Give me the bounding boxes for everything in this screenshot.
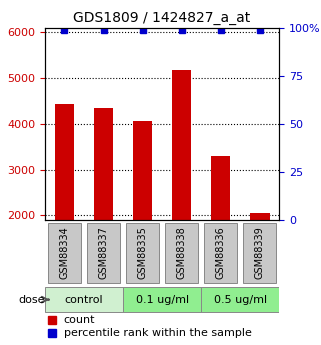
Text: GSM88336: GSM88336: [216, 227, 226, 279]
FancyBboxPatch shape: [204, 223, 237, 283]
FancyBboxPatch shape: [87, 223, 120, 283]
Text: control: control: [65, 295, 103, 305]
FancyBboxPatch shape: [165, 223, 198, 283]
Text: GSM88339: GSM88339: [255, 227, 265, 279]
Text: percentile rank within the sample: percentile rank within the sample: [64, 328, 252, 338]
Text: GSM88338: GSM88338: [177, 227, 187, 279]
Bar: [94, 108, 113, 220]
Text: 0.1 ug/ml: 0.1 ug/ml: [135, 295, 189, 305]
Bar: [211, 156, 230, 220]
Bar: [250, 213, 270, 220]
FancyBboxPatch shape: [123, 287, 201, 312]
Text: GSM88337: GSM88337: [99, 226, 108, 279]
FancyBboxPatch shape: [126, 223, 159, 283]
Bar: [172, 70, 191, 220]
FancyBboxPatch shape: [243, 223, 276, 283]
Bar: [55, 104, 74, 220]
FancyBboxPatch shape: [48, 223, 81, 283]
Text: dose: dose: [18, 295, 45, 305]
Text: GSM88335: GSM88335: [138, 226, 148, 279]
Bar: [133, 121, 152, 220]
Text: count: count: [64, 315, 95, 325]
FancyBboxPatch shape: [45, 287, 123, 312]
FancyBboxPatch shape: [201, 287, 279, 312]
Text: GSM88334: GSM88334: [59, 227, 69, 279]
Text: 0.5 ug/ml: 0.5 ug/ml: [214, 295, 267, 305]
Title: GDS1809 / 1424827_a_at: GDS1809 / 1424827_a_at: [74, 11, 251, 25]
